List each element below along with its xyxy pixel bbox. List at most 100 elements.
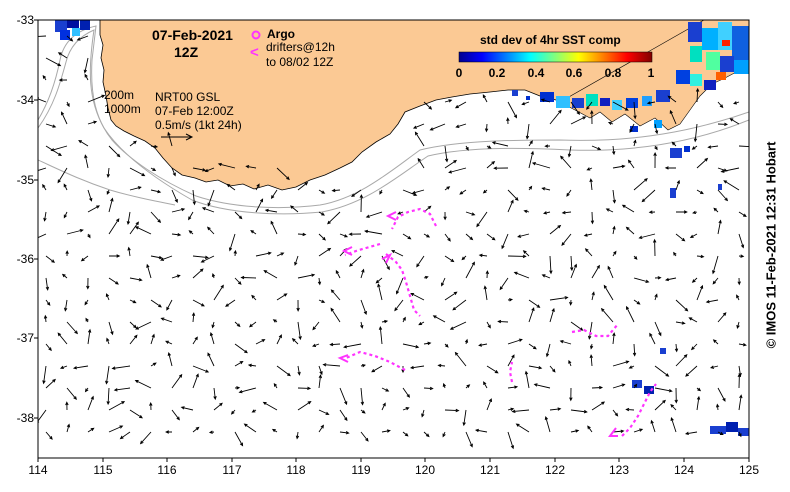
current-arrow bbox=[43, 211, 47, 222]
current-arrow bbox=[648, 210, 656, 214]
current-arrow bbox=[58, 78, 68, 82]
current-arrow bbox=[45, 431, 53, 440]
current-arrow bbox=[549, 109, 562, 125]
current-arrow bbox=[379, 189, 383, 195]
colorbar-tick: 0 bbox=[455, 66, 463, 80]
current-arrow bbox=[612, 409, 619, 417]
argo-marker-icon bbox=[251, 30, 261, 40]
current-arrow bbox=[84, 387, 89, 393]
current-arrow bbox=[493, 166, 509, 170]
current-arrow bbox=[339, 387, 348, 406]
current-arrow bbox=[444, 255, 455, 263]
current-arrow bbox=[674, 343, 679, 353]
current-arrow bbox=[528, 185, 533, 191]
current-arrow bbox=[106, 167, 110, 179]
current-arrow bbox=[234, 386, 241, 390]
current-arrow bbox=[486, 365, 499, 374]
current-arrow bbox=[674, 387, 678, 404]
current-arrow bbox=[444, 145, 449, 163]
drifter-legend-line1: drifters@12h bbox=[266, 40, 335, 54]
current-arrow bbox=[45, 255, 56, 263]
lon-tick: 116 bbox=[157, 463, 177, 477]
current-arrow bbox=[416, 255, 425, 268]
current-arrow bbox=[45, 57, 62, 67]
current-arrow bbox=[240, 275, 257, 280]
current-arrow bbox=[685, 365, 698, 377]
current-arrow bbox=[391, 250, 404, 257]
current-arrow bbox=[360, 321, 364, 329]
current-arrow bbox=[294, 255, 299, 266]
current-arrow bbox=[632, 343, 637, 357]
current-arrow bbox=[482, 189, 488, 194]
current-arrow bbox=[675, 354, 688, 367]
current-arrow bbox=[129, 221, 140, 235]
current-arrow bbox=[633, 139, 637, 147]
current-arrow bbox=[691, 277, 698, 283]
current-arrow bbox=[59, 365, 68, 370]
current-arrow bbox=[78, 139, 89, 147]
current-arrow bbox=[486, 321, 491, 329]
current-arrow bbox=[234, 360, 244, 367]
current-arrow bbox=[57, 167, 68, 184]
current-arrow bbox=[540, 98, 551, 103]
current-arrow bbox=[402, 233, 412, 240]
current-arrow bbox=[485, 270, 490, 279]
current-arrow bbox=[129, 321, 137, 329]
current-arrow bbox=[364, 229, 383, 235]
current-arrow bbox=[234, 343, 248, 354]
current-arrow bbox=[192, 167, 207, 172]
current-arrow bbox=[442, 382, 447, 389]
current-arrow bbox=[255, 198, 264, 213]
current-arrow bbox=[234, 211, 243, 220]
current-arrow bbox=[738, 254, 745, 258]
current-arrow bbox=[625, 407, 635, 412]
current-arrow bbox=[738, 343, 747, 347]
current-arrow bbox=[717, 122, 729, 127]
current-arrow bbox=[707, 145, 719, 149]
current-arrow bbox=[653, 151, 657, 169]
lat-tick: -33 bbox=[16, 13, 34, 27]
current-arrow bbox=[461, 255, 467, 261]
current-arrow bbox=[208, 430, 215, 434]
current-arrow bbox=[297, 181, 309, 191]
current-arrow bbox=[633, 255, 638, 260]
current-arrow bbox=[317, 277, 322, 286]
current-arrow bbox=[507, 101, 517, 119]
current-arrow bbox=[318, 409, 330, 415]
current-arrow bbox=[589, 178, 593, 191]
current-arrow bbox=[105, 365, 110, 385]
current-arrow bbox=[318, 247, 332, 257]
current-arrow bbox=[233, 249, 237, 257]
current-arrow bbox=[507, 354, 515, 367]
current-arrow bbox=[737, 373, 742, 389]
current-arrow bbox=[507, 298, 514, 302]
current-arrow bbox=[127, 246, 131, 257]
current-arrow bbox=[486, 160, 496, 169]
current-vectors bbox=[38, 35, 749, 450]
colorbar-title: std dev of 4hr SST comp bbox=[480, 33, 621, 47]
current-arrow bbox=[465, 211, 476, 216]
current-arrow bbox=[522, 250, 530, 257]
current-arrow bbox=[191, 312, 196, 323]
colorbar bbox=[458, 51, 653, 63]
current-arrow bbox=[42, 74, 47, 81]
current-arrow bbox=[586, 167, 593, 171]
current-arrow bbox=[521, 101, 530, 106]
current-arrow bbox=[251, 294, 257, 301]
current-arrow bbox=[524, 370, 530, 389]
current-arrow bbox=[228, 233, 236, 252]
current-arrow bbox=[42, 365, 47, 385]
current-arrow bbox=[38, 233, 47, 239]
lon-tick: 115 bbox=[93, 463, 113, 477]
colorbar-tick: 0.4 bbox=[527, 66, 545, 80]
current-arrow bbox=[108, 401, 126, 411]
current-arrow bbox=[87, 395, 94, 411]
current-arrow bbox=[331, 188, 341, 193]
current-arrow bbox=[715, 403, 720, 411]
current-arrow bbox=[150, 144, 159, 149]
current-arrow bbox=[395, 277, 404, 295]
current-arrow bbox=[633, 299, 641, 305]
product-label: NRT00 GSL bbox=[155, 90, 221, 104]
current-arrow bbox=[478, 343, 488, 347]
